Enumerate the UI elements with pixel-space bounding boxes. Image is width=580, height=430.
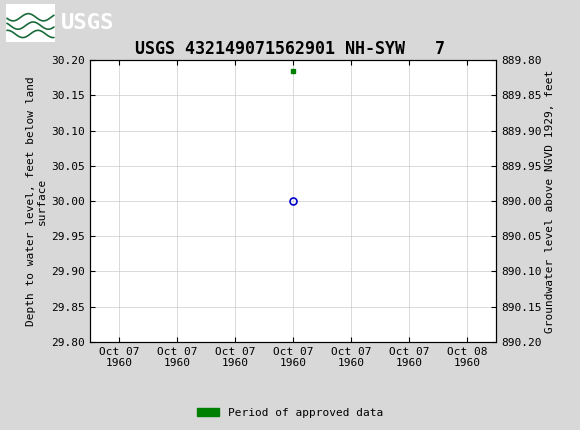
Y-axis label: Groundwater level above NGVD 1929, feet: Groundwater level above NGVD 1929, feet [545, 69, 556, 333]
Text: USGS 432149071562901 NH-SYW   7: USGS 432149071562901 NH-SYW 7 [135, 40, 445, 58]
Legend: Period of approved data: Period of approved data [193, 403, 387, 422]
Text: USGS: USGS [61, 12, 114, 33]
Bar [6, 3, 55, 42]
Y-axis label: Depth to water level, feet below land
surface: Depth to water level, feet below land su… [26, 76, 47, 326]
